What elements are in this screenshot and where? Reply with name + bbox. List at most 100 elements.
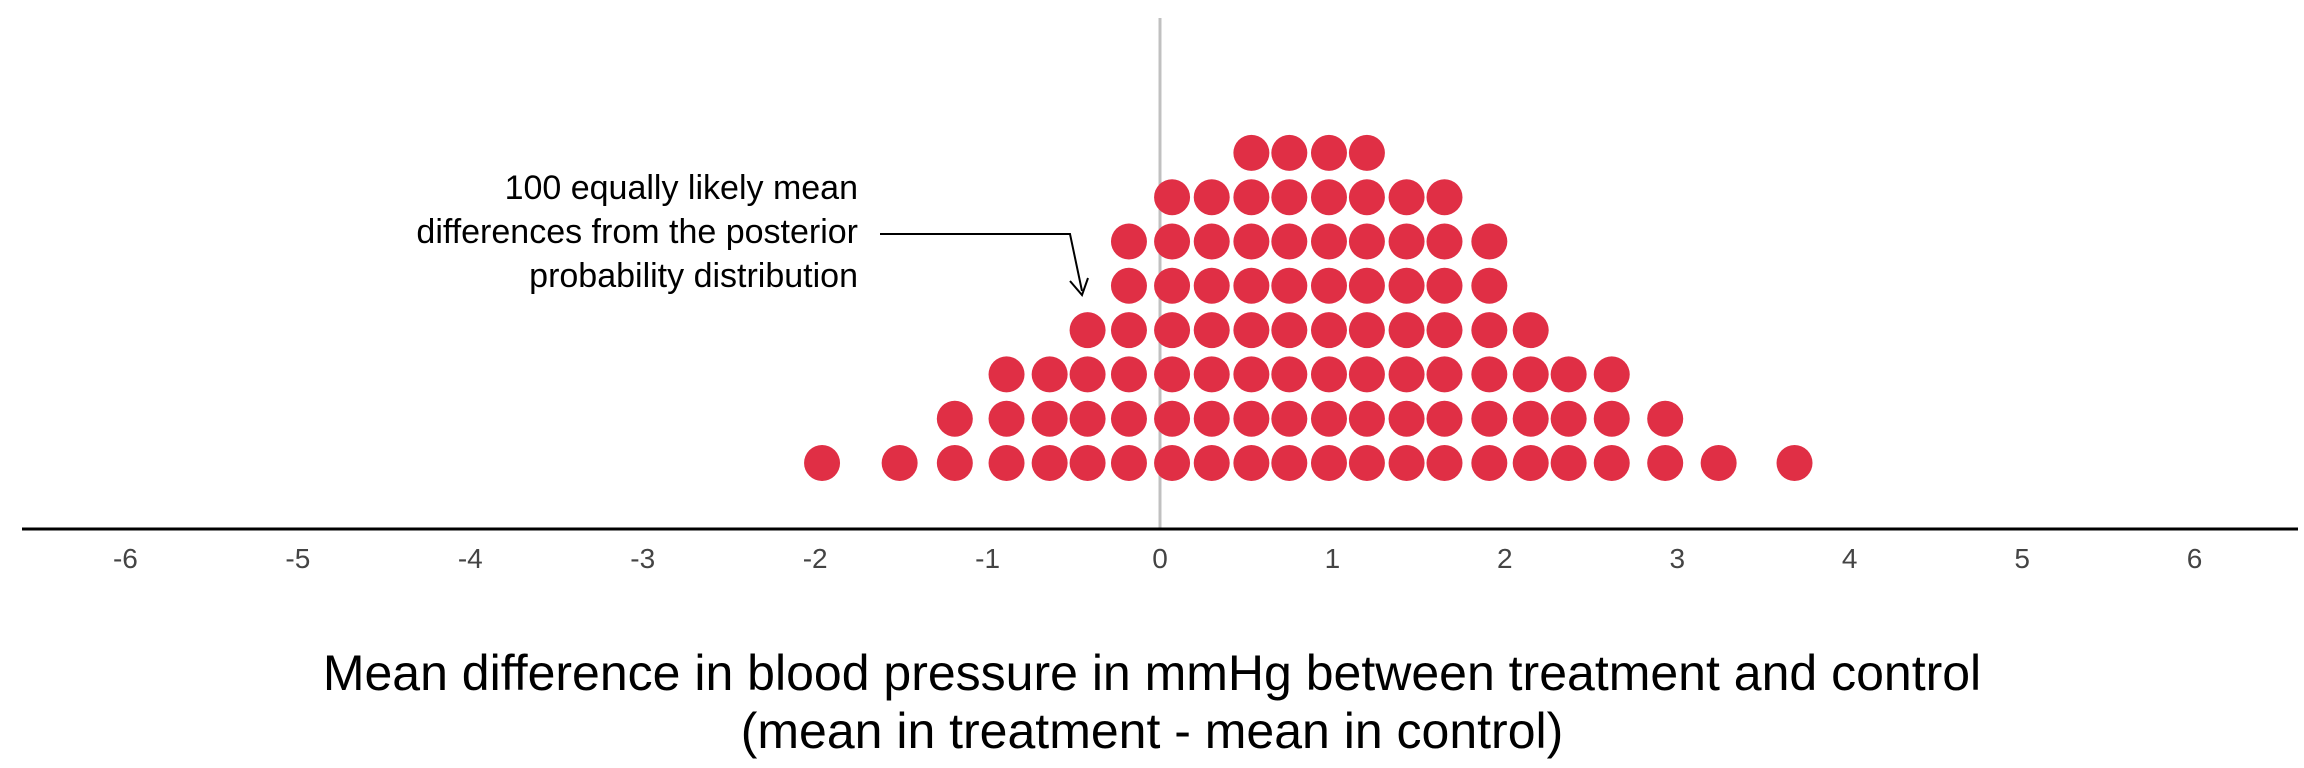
data-dot (1471, 445, 1508, 481)
data-dot (1110, 445, 1147, 481)
data-dot (1512, 312, 1549, 349)
data-dot (1700, 445, 1737, 481)
data-dot (1110, 400, 1147, 437)
x-tick-label: 5 (2014, 543, 2030, 574)
data-dot (1193, 223, 1230, 260)
annotation: 100 equally likely mean differences from… (416, 169, 1089, 297)
x-tick-label: -2 (803, 543, 828, 574)
x-axis-title-line-1: Mean difference in blood pressure in mmH… (323, 645, 1981, 701)
data-dot (1154, 445, 1191, 481)
data-dot (1069, 356, 1106, 393)
data-dot (1154, 223, 1191, 260)
x-tick-label: -4 (458, 543, 483, 574)
data-dot (1550, 356, 1587, 393)
data-dot (1388, 223, 1425, 260)
data-dot (1233, 400, 1270, 437)
data-dot (1348, 134, 1385, 171)
data-dot (1388, 445, 1425, 481)
annotation-line-1: 100 equally likely mean (505, 169, 858, 207)
data-dot (988, 400, 1025, 437)
data-dot (1233, 134, 1270, 171)
data-dot (1471, 400, 1508, 437)
data-dot (1388, 267, 1425, 304)
data-dot (936, 400, 973, 437)
data-dot (1233, 445, 1270, 481)
x-tick-label: 2 (1497, 543, 1513, 574)
data-dot (1110, 267, 1147, 304)
data-dot (1193, 267, 1230, 304)
data-dot (1512, 356, 1549, 393)
data-dot (1550, 445, 1587, 481)
x-tick-label: 4 (1842, 543, 1858, 574)
data-dot (1069, 445, 1106, 481)
annotation-leader-line (880, 233, 1083, 292)
data-dot (1512, 400, 1549, 437)
x-axis-title-line-2: (mean in treatment - mean in control) (741, 703, 1564, 759)
data-dot (1471, 312, 1508, 349)
x-tick-label: 3 (1669, 543, 1685, 574)
data-dot (1110, 312, 1147, 349)
data-dot (1647, 400, 1684, 437)
data-dot (1310, 312, 1347, 349)
x-tick-label: 1 (1325, 543, 1341, 574)
data-dot (1348, 312, 1385, 349)
x-tick-label: 6 (2187, 543, 2203, 574)
data-dot (1193, 179, 1230, 216)
data-dot (1110, 356, 1147, 393)
data-dot (1426, 223, 1463, 260)
data-dot (1154, 312, 1191, 349)
data-dot (1348, 223, 1385, 260)
data-dot (1310, 267, 1347, 304)
x-axis: -6 -5 -4 -3 -2 -1 0 1 2 3 4 5 6 (22, 527, 2298, 574)
data-dot (1193, 312, 1230, 349)
dots-layer (804, 134, 1813, 481)
data-dot (1388, 179, 1425, 216)
data-dot (1348, 179, 1385, 216)
data-dot (1550, 400, 1587, 437)
data-dot (1776, 445, 1813, 481)
data-dot (1310, 356, 1347, 393)
data-dot (1471, 267, 1508, 304)
data-dot (1271, 356, 1308, 393)
data-dot (1233, 312, 1270, 349)
data-dot (1310, 179, 1347, 216)
data-dot (1426, 267, 1463, 304)
data-dot (1069, 312, 1106, 349)
data-dot (1348, 267, 1385, 304)
data-dot (1271, 312, 1308, 349)
data-dot (1031, 445, 1068, 481)
data-dot (1271, 134, 1308, 171)
data-dot (1310, 400, 1347, 437)
data-dot (1388, 400, 1425, 437)
x-tick-label: 0 (1152, 543, 1168, 574)
data-dot (1233, 223, 1270, 260)
data-dot (1426, 356, 1463, 393)
data-dot (881, 445, 918, 481)
data-dot (1647, 445, 1684, 481)
data-dot (1154, 179, 1191, 216)
data-dot (1426, 400, 1463, 437)
x-tick-label: -6 (113, 543, 138, 574)
data-dot (1271, 267, 1308, 304)
data-dot (1271, 400, 1308, 437)
data-dot (1031, 356, 1068, 393)
data-dot (1348, 400, 1385, 437)
data-dot (804, 445, 841, 481)
data-dot (1593, 356, 1630, 393)
data-dot (988, 356, 1025, 393)
data-dot (1593, 445, 1630, 481)
data-dot (1426, 179, 1463, 216)
data-dot (1193, 356, 1230, 393)
data-dot (1593, 400, 1630, 437)
data-dot (1271, 223, 1308, 260)
x-tick-label: -1 (975, 543, 1000, 574)
x-tick-label: -3 (630, 543, 655, 574)
annotation-arrowhead (1069, 277, 1089, 297)
data-dot (1310, 445, 1347, 481)
data-dot (1193, 445, 1230, 481)
data-dot (1193, 400, 1230, 437)
data-dot (1031, 400, 1068, 437)
data-dot (1233, 179, 1270, 216)
